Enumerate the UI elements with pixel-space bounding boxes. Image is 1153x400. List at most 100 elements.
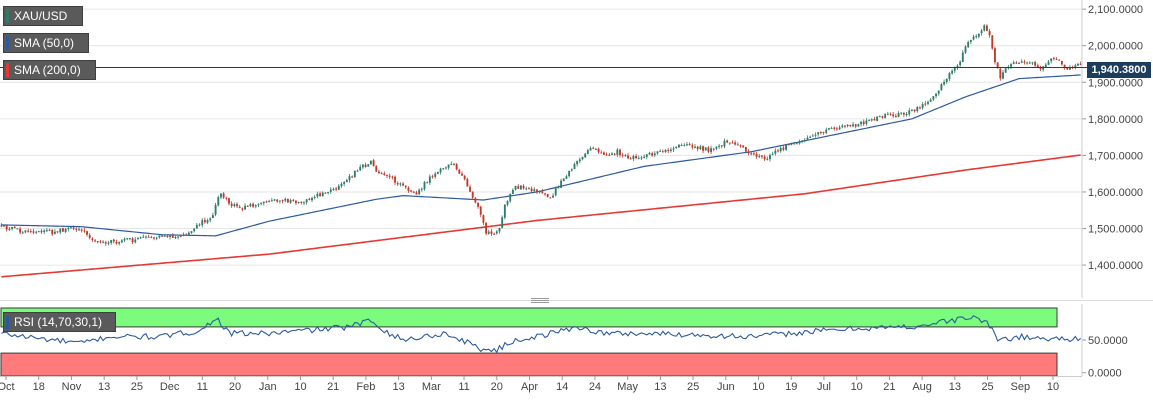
candle-body bbox=[107, 242, 110, 244]
candle-body bbox=[1042, 66, 1045, 70]
candle-body bbox=[793, 142, 796, 144]
candle-body bbox=[833, 127, 836, 129]
candle-body bbox=[943, 81, 946, 85]
candle-body bbox=[1074, 65, 1077, 68]
candle-body bbox=[471, 191, 474, 198]
candle-body bbox=[340, 183, 343, 187]
candle-body bbox=[742, 145, 745, 148]
candle-body bbox=[327, 192, 330, 194]
candle-body bbox=[801, 140, 804, 142]
candle-body bbox=[174, 236, 177, 239]
candle-body bbox=[798, 141, 801, 144]
candle-body bbox=[343, 182, 346, 184]
price-tick-label: 1,900.0000 bbox=[1088, 77, 1143, 89]
candle-body bbox=[11, 226, 13, 229]
candle-body bbox=[621, 154, 624, 156]
candle-body bbox=[139, 237, 142, 239]
sma-200-legend[interactable]: SMA (200,0) bbox=[3, 60, 96, 80]
rsi-path bbox=[1, 315, 1082, 354]
panel-resize-handle[interactable] bbox=[531, 298, 549, 303]
candle-body bbox=[530, 188, 533, 192]
candle-body bbox=[295, 200, 297, 203]
symbol-legend[interactable]: XAU/USD bbox=[3, 6, 83, 26]
candle-body bbox=[592, 147, 595, 149]
candle-body bbox=[777, 150, 779, 152]
time-tick-label: 14 bbox=[556, 381, 568, 393]
candle-body bbox=[731, 142, 734, 144]
candle-body bbox=[8, 228, 11, 230]
candle-body bbox=[910, 109, 913, 111]
candle-body bbox=[260, 202, 263, 204]
candle-body bbox=[431, 176, 434, 178]
candle-body bbox=[155, 237, 158, 239]
candle-body bbox=[276, 199, 279, 202]
candle-body bbox=[115, 242, 118, 244]
symbol-swatch bbox=[6, 9, 9, 23]
candle-body bbox=[921, 104, 924, 108]
candle-body bbox=[536, 189, 538, 193]
price-tick-label: 2,000.0000 bbox=[1088, 41, 1143, 53]
candle-body bbox=[404, 185, 407, 188]
candle-body bbox=[134, 239, 137, 243]
candle-body bbox=[881, 116, 884, 118]
candle-body bbox=[919, 107, 921, 109]
candle-body bbox=[688, 144, 691, 146]
candle-body bbox=[455, 163, 458, 170]
candle-body bbox=[67, 228, 70, 230]
candle-body bbox=[750, 153, 753, 155]
candle-body bbox=[359, 166, 362, 171]
rsi-overbought-zone bbox=[0, 307, 1058, 328]
candle-body bbox=[211, 215, 214, 218]
candle-body bbox=[980, 30, 983, 34]
candle-body bbox=[568, 170, 571, 177]
candle-body bbox=[806, 137, 809, 140]
main-plot-background bbox=[0, 0, 1082, 298]
candle-body bbox=[878, 116, 881, 118]
candle-body bbox=[16, 228, 19, 230]
candle-body bbox=[311, 197, 313, 201]
candle-body bbox=[169, 235, 172, 238]
candle-body bbox=[220, 193, 222, 198]
time-tick-label: 24 bbox=[589, 381, 601, 393]
candle-body bbox=[841, 125, 844, 128]
candle-body bbox=[461, 173, 463, 176]
candle-body bbox=[734, 142, 737, 145]
candle-body bbox=[249, 204, 252, 207]
candle-body bbox=[785, 144, 787, 150]
candle-body bbox=[560, 180, 563, 188]
candle-body bbox=[0, 225, 3, 227]
candle-body bbox=[420, 188, 423, 190]
rsi-legend[interactable]: RSI (14,70,30,1) bbox=[3, 312, 116, 332]
time-tick-label: Jan bbox=[259, 381, 277, 393]
candle-body bbox=[664, 149, 667, 153]
candle-body bbox=[603, 152, 605, 155]
candle-body bbox=[112, 239, 115, 242]
candle-body bbox=[297, 201, 300, 203]
candle-body bbox=[549, 197, 552, 199]
candle-body bbox=[1047, 61, 1050, 65]
sma-50-legend-label: SMA (50,0) bbox=[14, 36, 75, 50]
candle-body bbox=[252, 203, 255, 207]
candle-body bbox=[182, 234, 185, 236]
candle-body bbox=[394, 176, 396, 183]
candle-body bbox=[136, 237, 139, 240]
candle-body bbox=[201, 220, 204, 225]
sma-50-legend[interactable]: SMA (50,0) bbox=[3, 33, 89, 53]
candle-body bbox=[726, 140, 729, 143]
candle-body bbox=[278, 200, 281, 202]
candle-body bbox=[1069, 67, 1071, 70]
candlesticks bbox=[0, 24, 1082, 246]
candle-body bbox=[616, 149, 619, 155]
candle-body bbox=[656, 151, 659, 154]
candle-body bbox=[367, 164, 370, 167]
candle-body bbox=[755, 153, 758, 157]
candle-body bbox=[1052, 57, 1055, 59]
candle-body bbox=[782, 147, 785, 150]
candle-body bbox=[996, 62, 999, 69]
candle-body bbox=[677, 144, 680, 148]
sma-50-line bbox=[1, 74, 1081, 237]
candle-body bbox=[21, 232, 24, 234]
candle-body bbox=[766, 158, 769, 160]
time-tick-label: 10 bbox=[851, 381, 863, 393]
